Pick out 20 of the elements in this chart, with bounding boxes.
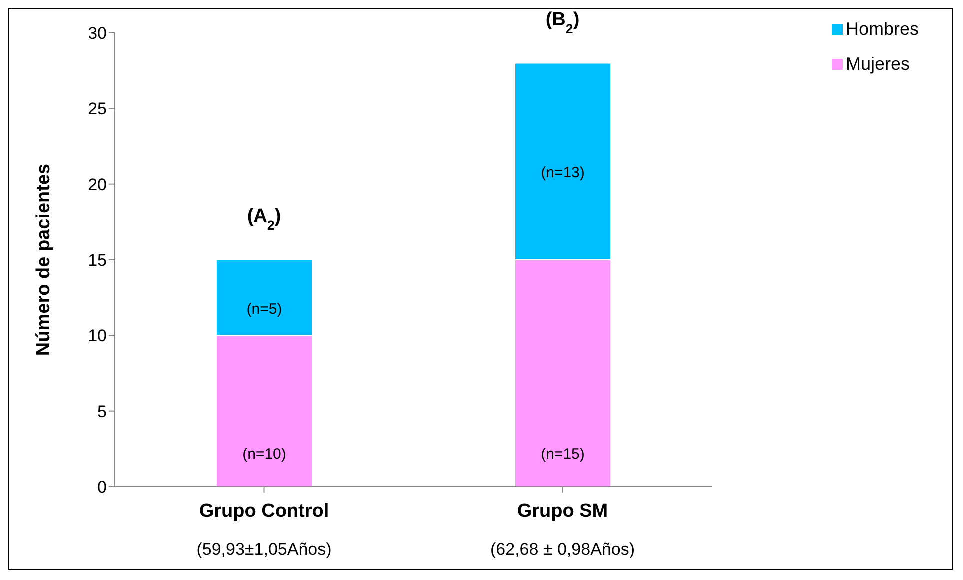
- y-tick-label: 0: [98, 478, 107, 498]
- y-tick-label: 15: [88, 251, 107, 270]
- text: (62,68 ± 0,98Años): [490, 540, 635, 559]
- annotation: (B$_{2}$): [546, 9, 580, 36]
- data-label: (n=15): [541, 446, 585, 463]
- legend-label: Hombres: [846, 19, 920, 40]
- annotation: (A$_{2}$): [247, 206, 282, 232]
- y-tick-label: 10: [88, 326, 107, 346]
- y-tick-label: 30: [88, 24, 107, 44]
- data-label: (n=13): [541, 164, 585, 182]
- x-tick-label: Grupo Control: [199, 501, 330, 522]
- data-label: (n=10): [242, 446, 286, 463]
- legend-label: Mujeres: [846, 54, 910, 75]
- y-axis-title: Número de pacientes: [34, 164, 55, 356]
- x-tick-label: Grupo SM: [517, 501, 608, 522]
- text: (59,93±1,05Años): [196, 540, 332, 559]
- y-tick-label: 5: [98, 402, 107, 422]
- y-tick-label: 20: [88, 175, 107, 194]
- y-tick-label: 25: [88, 100, 107, 119]
- data-label: (n=5): [246, 300, 282, 318]
